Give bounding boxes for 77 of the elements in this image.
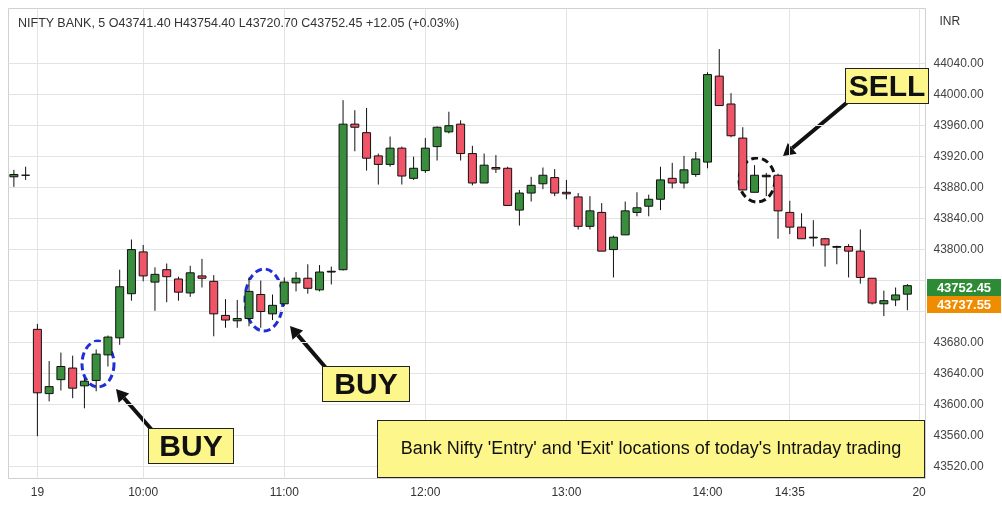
y-tick-label: 44040.00 xyxy=(933,56,984,71)
candlestick xyxy=(162,263,172,303)
candlestick xyxy=(550,168,560,197)
y-tick-label: 44000.00 xyxy=(933,87,984,102)
candlestick xyxy=(420,137,430,174)
candlestick xyxy=(750,164,760,193)
candlestick xyxy=(797,212,807,240)
candlestick xyxy=(409,156,419,181)
candlestick xyxy=(808,219,818,247)
candlestick xyxy=(655,166,665,211)
text: NIFTY BANK, 5 O43741.40 H43754.40 L43720.70 C43752.45 +12.05 (+0.03%) xyxy=(18,16,460,30)
candlestick xyxy=(185,265,195,298)
candlestick xyxy=(585,195,595,230)
text: 43752.45 xyxy=(927,279,1001,296)
y-tick-label: 43920.00 xyxy=(933,149,984,164)
candlestick xyxy=(879,290,889,317)
candlestick xyxy=(221,298,230,329)
candlestick xyxy=(303,263,313,295)
candlestick xyxy=(491,154,501,174)
candlestick xyxy=(232,299,242,329)
x-tick-label: 12:00 xyxy=(410,484,441,499)
candlestick xyxy=(256,280,266,329)
candlestick xyxy=(9,169,19,188)
y-tick-label: 43520.00 xyxy=(933,459,984,474)
x-tick-label: 13:00 xyxy=(551,484,582,499)
x-tick-label: 11:00 xyxy=(269,484,300,499)
candlestick xyxy=(785,200,795,235)
annotation: SELL xyxy=(845,68,929,104)
y-tick-label: 43640.00 xyxy=(933,366,984,381)
candlestick xyxy=(891,287,901,307)
candlestick xyxy=(679,155,689,189)
candlestick xyxy=(479,153,489,184)
candlestick xyxy=(79,377,89,409)
candlestick xyxy=(644,194,654,217)
y-tick-label: 43560.00 xyxy=(933,428,984,443)
candlestick xyxy=(56,352,66,391)
candlestick xyxy=(820,237,830,268)
candlestick xyxy=(268,293,278,321)
candlestick xyxy=(385,136,395,168)
candlestick xyxy=(526,176,536,203)
candlestick xyxy=(538,167,548,190)
candlestick xyxy=(620,201,630,236)
x-tick-label: 14:00 xyxy=(692,484,723,499)
candlestick xyxy=(291,271,301,292)
candlestick xyxy=(44,360,54,402)
y-tick-label: 43840.00 xyxy=(933,211,984,226)
candlestick xyxy=(844,243,854,278)
candlestick xyxy=(691,151,701,178)
candlestick xyxy=(103,335,113,367)
candlestick xyxy=(632,191,642,217)
x-tick-label: 14:35 xyxy=(774,484,806,499)
x-tick-label: 19 xyxy=(30,484,45,499)
y-tick-label: 43600.00 xyxy=(933,397,984,412)
candlestick xyxy=(432,125,442,162)
candlestick xyxy=(514,189,524,227)
candlestick xyxy=(608,235,618,278)
y-tick-label: 43800.00 xyxy=(933,242,984,257)
candlestick xyxy=(173,276,183,302)
candlestick xyxy=(667,162,677,189)
candlestick xyxy=(902,283,912,311)
y-tick-label: 43680.00 xyxy=(933,335,984,350)
candlestick xyxy=(315,264,325,292)
y-tick-label: 43960.00 xyxy=(933,118,984,133)
candlestick xyxy=(197,258,207,289)
x-tick-label: 10:00 xyxy=(128,484,159,499)
candlestick xyxy=(373,153,383,186)
candlestick xyxy=(150,266,160,312)
candlestick xyxy=(68,355,78,399)
annotation: Bank Nifty 'Entry' and 'Exit' locations of today's Intraday trading xyxy=(377,420,925,478)
candlestick xyxy=(350,109,360,152)
y-tick-label: 43880.00 xyxy=(933,180,984,195)
annotation: BUY xyxy=(148,428,234,464)
annotation: BUY xyxy=(322,366,410,402)
text: 43737.55 xyxy=(927,296,1001,313)
x-tick-label: 20 xyxy=(912,484,927,499)
y-axis-title: INR xyxy=(939,13,961,28)
candlestick xyxy=(279,276,289,307)
